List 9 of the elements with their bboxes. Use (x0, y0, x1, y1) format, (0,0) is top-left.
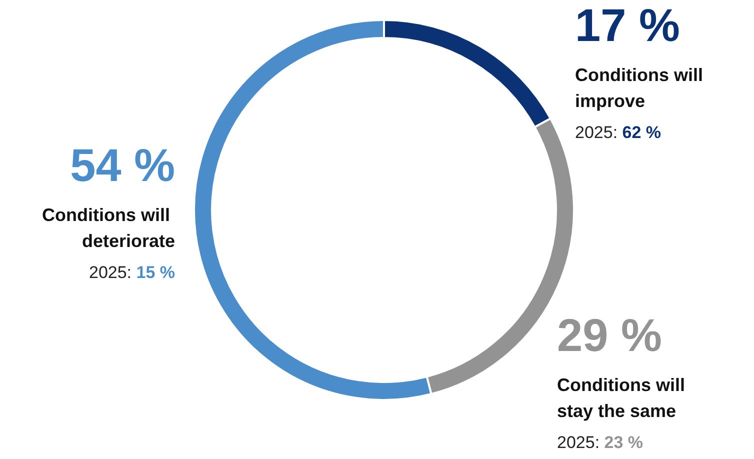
data-label: 54 % (70, 139, 175, 191)
data-label: 17 % (575, 0, 680, 51)
slice-label: Conditions will stay the same (557, 375, 690, 421)
slice-label: Conditions will deteriorate (42, 205, 175, 251)
text: 2025: 62 % (575, 123, 662, 142)
slice-label: Conditions will improve (575, 65, 708, 111)
text: 2025: 15 % (88, 263, 175, 282)
text: 2025: 23 % (557, 433, 644, 452)
data-label: 29 % (557, 309, 662, 361)
